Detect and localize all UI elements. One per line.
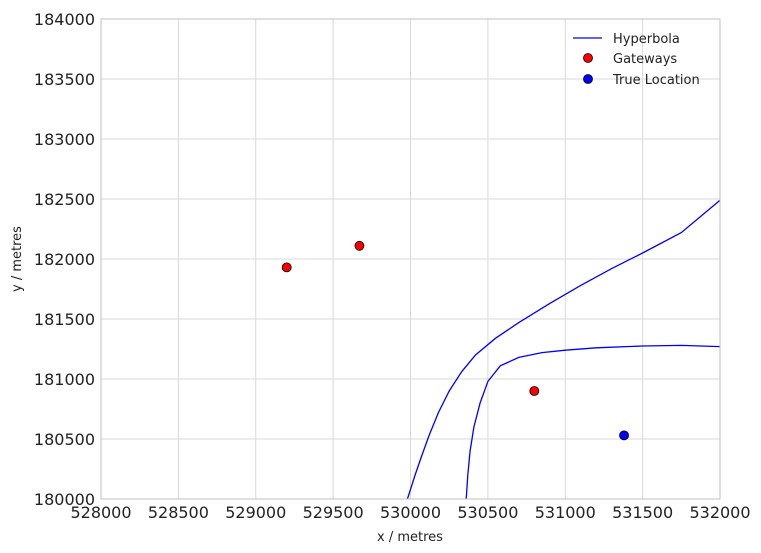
data-points bbox=[281, 240, 629, 441]
y-tick-label: 181500 bbox=[34, 310, 95, 329]
gateway-point bbox=[281, 262, 292, 273]
legend: Hyperbola Gateways True Location bbox=[573, 32, 700, 88]
x-tick-labels: 528000 528500 529000 529500 530000 530500 5310… bbox=[70, 503, 750, 522]
gateway-point bbox=[529, 386, 540, 396]
y-tick-label: 183500 bbox=[34, 70, 95, 89]
x-tick-label: 528000 bbox=[70, 503, 131, 522]
gateway-point bbox=[354, 240, 365, 251]
y-tick-label: 183000 bbox=[34, 130, 95, 149]
y-tick-label: 182500 bbox=[34, 190, 95, 209]
x-tick-label: 530000 bbox=[380, 503, 441, 522]
y-tick-label: 180500 bbox=[34, 430, 95, 449]
legend-true-location-marker bbox=[583, 74, 593, 84]
x-tick-label: 529500 bbox=[303, 503, 364, 522]
plot-area-frame bbox=[100, 18, 721, 500]
y-tick-labels: 180000 180500 181000 181500 182000 182500 1830… bbox=[34, 10, 95, 509]
hyperbola-line bbox=[406, 199, 721, 500]
x-tick-label: 532000 bbox=[689, 503, 750, 522]
x-tick-label: 531500 bbox=[612, 503, 673, 522]
y-tick-label: 180000 bbox=[34, 490, 95, 509]
x-tick-label: 529000 bbox=[225, 503, 286, 522]
x-axis-label: x / metres bbox=[377, 530, 443, 545]
legend-hyperbola-label: Hyperbola bbox=[613, 32, 680, 47]
hyperbola-line bbox=[465, 344, 721, 500]
legend-gateways-label: Gateways bbox=[613, 52, 677, 67]
hyperbola-curves bbox=[406, 199, 721, 500]
true-location-point bbox=[619, 430, 629, 441]
y-tick-label: 182000 bbox=[34, 250, 95, 269]
legend-gateways-marker bbox=[583, 53, 593, 63]
x-tick-label: 528500 bbox=[148, 503, 209, 522]
x-tick-label: 530500 bbox=[457, 503, 518, 522]
x-tick-label: 531000 bbox=[535, 503, 596, 522]
y-tick-label: 184000 bbox=[34, 10, 95, 29]
y-tick-label: 181000 bbox=[34, 370, 95, 389]
y-axis-label: y / metres bbox=[10, 226, 25, 292]
legend-true-location-label: True Location bbox=[612, 73, 700, 88]
